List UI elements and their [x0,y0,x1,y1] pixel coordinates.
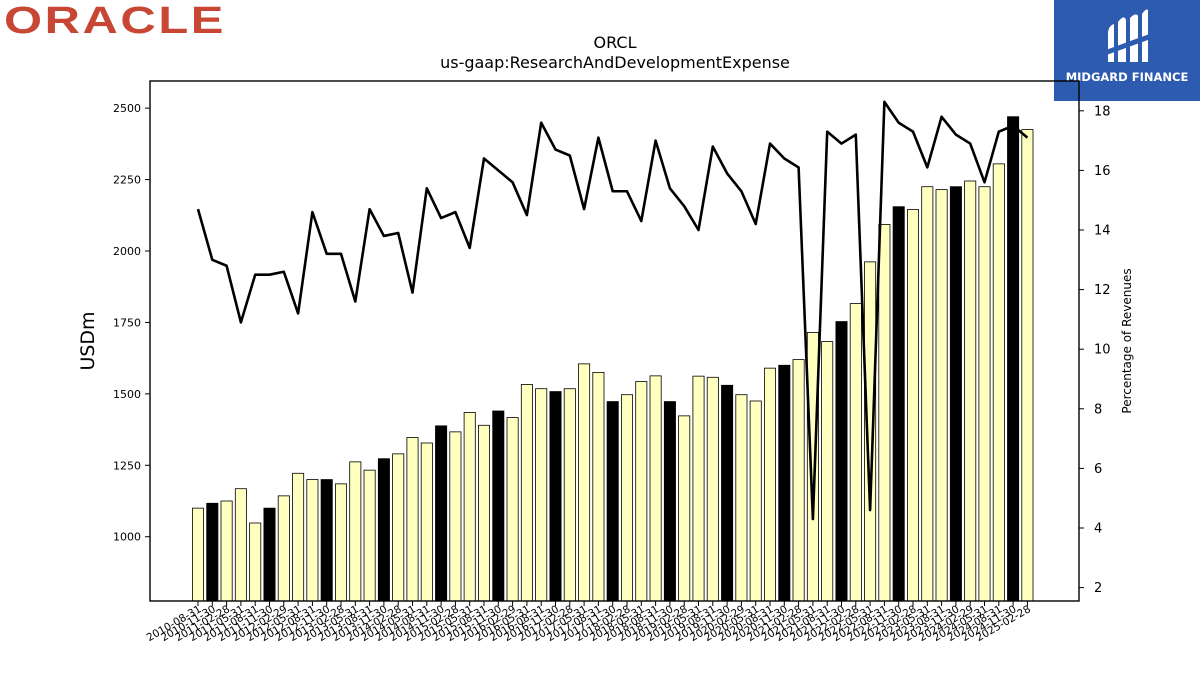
bar-2024-11-30 [1007,116,1020,602]
bar-2025-02-28 [1021,129,1034,602]
bar-2022-02-28 [849,303,862,602]
bar-2014-08-31 [420,442,433,602]
bar-2013-02-28 [334,483,347,602]
bar-2012-11-30 [320,479,333,602]
bar-2021-02-28 [792,359,805,602]
left-tick-label-2250: 2250 [113,174,141,187]
right-tick-label-2: 2 [1094,581,1102,596]
midgard-finance-label: MIDGARD FINANCE [1065,70,1189,84]
bar-2020-11-30 [778,364,791,602]
oracle-wordmark: ORACLE [4,0,226,42]
chart-title: ORCL [594,33,637,52]
bar-2024-05-31 [978,186,991,602]
bar-2021-11-30 [835,321,848,602]
left-tick-label-1500: 1500 [113,388,141,401]
left-tick-label-1000: 1000 [113,531,141,544]
bar-2023-02-28 [907,209,920,602]
bar-2011-11-30 [263,507,276,602]
bar-2016-05-31 [520,384,533,602]
bar-2015-08-31 [477,424,490,602]
bar-2012-05-31 [292,472,305,602]
bar-2017-05-31 [578,363,591,602]
bar-2014-05-31 [406,437,419,602]
bar-2017-11-30 [606,401,619,602]
bar-2024-02-29 [964,180,977,602]
x-axis-ticks: 2010-08-312010-11-302011-02-282011-05-31… [145,601,1033,644]
bar-2016-02-29 [506,417,519,602]
right-tick-label-4: 4 [1094,521,1102,536]
right-tick-label-6: 6 [1094,462,1102,477]
bar-2010-08-31 [191,507,204,602]
bar-2018-08-31 [649,375,662,602]
bar-2016-11-30 [549,391,562,602]
bar-2023-05-31 [921,186,934,602]
bar-2018-02-28 [621,394,634,602]
right-axis-ticks: 2 4 6 8 10 12 14 16 18 [1079,104,1111,596]
bar-2020-05-31 [749,400,762,602]
oracle-logo: ORACLE [4,0,234,42]
bar-2020-02-29 [735,394,748,602]
bar-2015-05-31 [463,412,476,602]
bar-2018-11-30 [663,401,676,602]
bar-2014-11-30 [435,425,448,602]
right-tick-label-16: 16 [1094,164,1111,179]
bar-2022-08-31 [878,224,891,602]
bar-2019-11-30 [721,384,734,602]
percentage-line [196,100,1029,521]
midgard-emblem-icon [1104,9,1152,62]
right-tick-label-12: 12 [1094,283,1111,298]
left-tick-label-2500: 2500 [113,102,141,115]
bar-2012-08-31 [306,479,319,602]
bar-2021-08-31 [821,341,834,602]
y2-axis-label: Percentage of Revenues [1120,268,1134,413]
bar-2022-11-30 [892,206,905,602]
bar-2019-02-28 [678,415,691,602]
bar-2018-05-31 [635,381,648,602]
bar-2013-11-30 [377,458,390,602]
left-tick-label-1750: 1750 [113,316,141,329]
left-axis-ticks: 1000 1250 1500 1750 2000 2250 2500 [113,102,150,544]
bar-2024-08-31 [992,163,1005,602]
bar-2017-02-28 [563,388,576,602]
bar-2021-05-31 [806,332,819,602]
bar-2014-02-28 [392,453,405,602]
oracle-logo-text: ORACLE [4,2,226,38]
bar-2013-05-31 [349,461,362,602]
bar-2011-05-31 [234,488,247,602]
bar-2015-11-30 [492,410,505,602]
plot-frame [149,80,1080,602]
bar-series [191,116,1034,602]
chart-subtitle: us-gaap:ResearchAndDevelopmentExpense [440,53,790,72]
bar-2023-11-30 [949,186,962,602]
bar-2010-11-30 [206,502,219,602]
midgard-finance-logo: MIDGARD FINANCE [1054,0,1200,101]
bar-2019-08-31 [706,376,719,602]
left-tick-label-1250: 1250 [113,459,141,472]
right-tick-label-14: 14 [1094,223,1111,238]
bar-2011-02-28 [220,500,233,602]
bar-2020-08-31 [764,367,777,602]
bar-2012-02-29 [277,495,290,602]
right-tick-label-8: 8 [1094,402,1102,417]
left-tick-label-2000: 2000 [113,245,141,258]
bar-2019-05-31 [692,375,705,602]
bar-2017-08-31 [592,372,605,602]
y-axis-label: USDm [77,311,99,370]
bar-2023-08-31 [935,189,948,602]
bar-2011-08-31 [249,522,262,602]
bar-2013-08-31 [363,469,376,602]
bar-2015-02-28 [449,431,462,602]
bar-2016-08-31 [535,388,548,602]
right-tick-label-10: 10 [1094,343,1111,358]
right-tick-label-18: 18 [1094,104,1111,119]
